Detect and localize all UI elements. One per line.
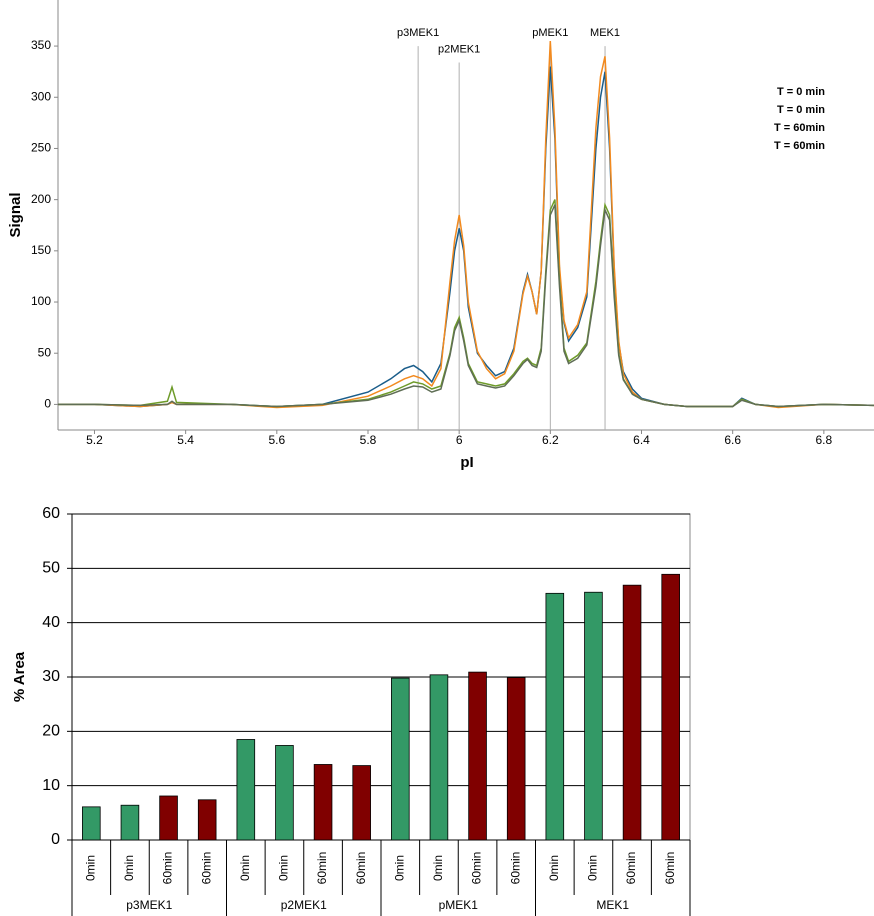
y-tick-label: 60 xyxy=(42,505,60,522)
x-tick-label: 0min xyxy=(547,855,561,881)
x-tick-label: 6.2 xyxy=(542,433,559,447)
x-tick-label: 5.6 xyxy=(268,433,285,447)
y-tick-label: 20 xyxy=(42,723,60,740)
x-tick-label: 60min xyxy=(508,852,522,885)
group-label: MEK1 xyxy=(596,898,629,912)
x-tick-label: 0min xyxy=(431,855,445,881)
x-axis-title: pI xyxy=(460,454,473,471)
bar xyxy=(468,671,487,841)
series-line xyxy=(58,199,874,408)
y-tick-label: 40 xyxy=(42,614,60,631)
x-tick-label: 60min xyxy=(161,852,175,885)
x-tick-label: 0min xyxy=(586,855,600,881)
x-tick-label: 6.6 xyxy=(724,433,741,447)
y-tick-label: 100 xyxy=(31,294,51,308)
legend-entry: T = 60min xyxy=(774,140,825,152)
y-tick-label: 0 xyxy=(44,397,51,411)
y-axis-title: % Area xyxy=(11,651,28,702)
series-line xyxy=(58,204,874,408)
x-tick-label: 60min xyxy=(663,852,677,885)
bar xyxy=(391,677,410,841)
x-tick-label: 0min xyxy=(83,855,97,881)
bar xyxy=(584,591,603,841)
bar xyxy=(352,765,371,841)
series-line xyxy=(58,40,874,409)
bar xyxy=(622,584,642,841)
bar xyxy=(506,677,526,841)
group-label: p2MEK1 xyxy=(281,898,327,912)
y-tick-label: 50 xyxy=(38,345,52,359)
x-tick-label: 6 xyxy=(456,433,463,447)
y-axis-title: Signal xyxy=(7,192,24,237)
bar xyxy=(120,804,140,841)
marker-label: MEK1 xyxy=(590,27,620,39)
x-tick-label: 60min xyxy=(470,852,484,885)
x-tick-label: 60min xyxy=(315,852,329,885)
x-tick-label: 0min xyxy=(122,855,136,881)
x-tick-label: 0min xyxy=(392,855,406,881)
x-tick-label: 6.4 xyxy=(633,433,650,447)
bar xyxy=(159,795,178,841)
x-tick-label: 6.8 xyxy=(816,433,833,447)
bar xyxy=(236,739,256,841)
marker-label: p3MEK1 xyxy=(397,27,439,39)
y-tick-label: 300 xyxy=(31,89,51,103)
marker-label: pMEK1 xyxy=(532,27,568,39)
legend-entry: T = 0 min xyxy=(777,104,825,116)
group-label: p3MEK1 xyxy=(126,898,172,912)
x-tick-label: 60min xyxy=(624,852,638,885)
legend-entry: T = 0 min xyxy=(777,86,825,98)
bar xyxy=(275,745,294,841)
y-tick-label: 150 xyxy=(31,243,51,257)
x-tick-label: 60min xyxy=(199,852,213,885)
bar xyxy=(313,764,333,841)
legend-entry: T = 60min xyxy=(774,122,825,134)
bar xyxy=(545,592,565,841)
group-label: pMEK1 xyxy=(439,898,479,912)
y-tick-label: 0 xyxy=(51,831,60,848)
x-tick-label: 5.8 xyxy=(360,433,377,447)
marker-label: p2MEK1 xyxy=(438,43,480,55)
bar xyxy=(661,573,680,841)
x-tick-label: 5.2 xyxy=(86,433,103,447)
x-tick-label: 60min xyxy=(354,852,368,885)
bar xyxy=(197,799,217,841)
bar xyxy=(429,674,449,841)
y-tick-label: 30 xyxy=(42,668,60,685)
y-tick-label: 350 xyxy=(31,38,51,52)
y-tick-label: 10 xyxy=(42,777,60,794)
y-tick-label: 200 xyxy=(31,192,51,206)
x-tick-label: 0min xyxy=(277,855,291,881)
y-tick-label: 250 xyxy=(31,141,51,155)
y-tick-label: 50 xyxy=(42,560,60,577)
x-tick-label: 0min xyxy=(238,855,252,881)
bar xyxy=(82,806,101,841)
x-tick-label: 5.4 xyxy=(177,433,194,447)
